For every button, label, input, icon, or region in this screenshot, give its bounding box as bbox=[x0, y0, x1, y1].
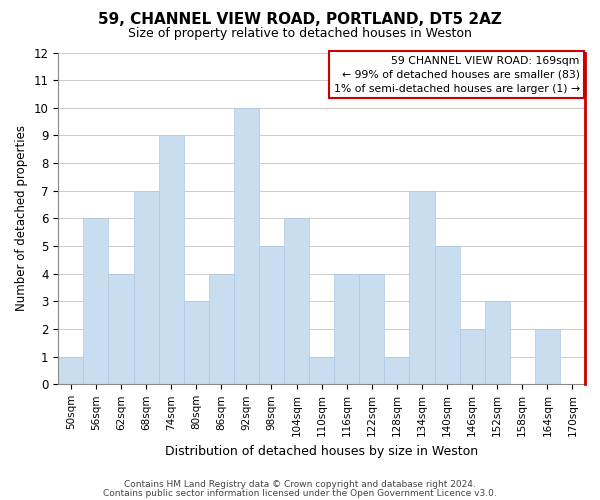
Bar bbox=[134, 191, 158, 384]
Text: Contains public sector information licensed under the Open Government Licence v3: Contains public sector information licen… bbox=[103, 488, 497, 498]
Bar bbox=[359, 274, 385, 384]
Bar bbox=[209, 274, 234, 384]
Bar bbox=[109, 274, 134, 384]
Bar bbox=[58, 356, 83, 384]
Bar bbox=[158, 136, 184, 384]
Bar bbox=[309, 356, 334, 384]
Bar bbox=[234, 108, 259, 384]
Y-axis label: Number of detached properties: Number of detached properties bbox=[15, 126, 28, 312]
Bar bbox=[184, 302, 209, 384]
Bar bbox=[485, 302, 510, 384]
X-axis label: Distribution of detached houses by size in Weston: Distribution of detached houses by size … bbox=[165, 444, 478, 458]
Text: 59, CHANNEL VIEW ROAD, PORTLAND, DT5 2AZ: 59, CHANNEL VIEW ROAD, PORTLAND, DT5 2AZ bbox=[98, 12, 502, 28]
Bar bbox=[460, 329, 485, 384]
Text: Contains HM Land Registry data © Crown copyright and database right 2024.: Contains HM Land Registry data © Crown c… bbox=[124, 480, 476, 489]
Bar bbox=[284, 218, 309, 384]
Text: 59 CHANNEL VIEW ROAD: 169sqm
← 99% of detached houses are smaller (83)
1% of sem: 59 CHANNEL VIEW ROAD: 169sqm ← 99% of de… bbox=[334, 56, 580, 94]
Bar bbox=[434, 246, 460, 384]
Bar bbox=[259, 246, 284, 384]
Bar bbox=[535, 329, 560, 384]
Bar bbox=[409, 191, 434, 384]
Bar bbox=[385, 356, 409, 384]
Bar bbox=[83, 218, 109, 384]
Bar bbox=[334, 274, 359, 384]
Text: Size of property relative to detached houses in Weston: Size of property relative to detached ho… bbox=[128, 28, 472, 40]
